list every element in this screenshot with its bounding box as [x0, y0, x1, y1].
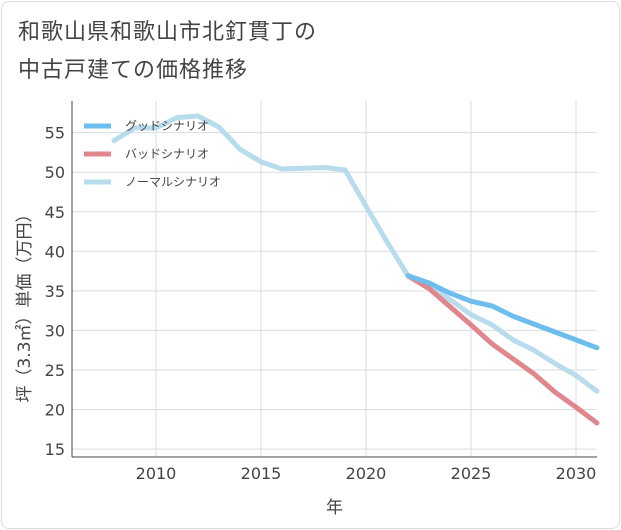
legend-label: ノーマルシナリオ — [125, 175, 221, 189]
chart-title: 和歌山県和歌山市北釘貫丁の 中古戸建ての価格推移 — [18, 14, 317, 90]
x-axis-label: 年 — [326, 498, 343, 518]
legend-label: グッドシナリオ — [125, 119, 209, 133]
series-line-1 — [405, 273, 600, 426]
y-axis-label: 坪（3.3㎡）単価（万円） — [15, 205, 35, 402]
chart-title-line-2: 中古戸建ての価格推移 — [18, 58, 249, 83]
chart-title-line-1: 和歌山県和歌山市北釘貫丁の — [18, 20, 318, 45]
legend-label: バッドシナリオ — [125, 147, 209, 161]
y-tick-label: 40 — [45, 242, 65, 261]
plot-area — [72, 101, 597, 457]
x-tick-label: 2030 — [556, 464, 597, 483]
grid-lines — [72, 101, 597, 457]
series-line-2 — [111, 113, 600, 394]
y-tick-label: 20 — [45, 401, 65, 420]
y-tick-label: 50 — [45, 163, 65, 182]
x-tick-label: 2020 — [346, 464, 387, 483]
series-lines — [111, 113, 600, 426]
y-tick-label: 45 — [45, 203, 65, 222]
x-tick-label: 2025 — [451, 464, 492, 483]
x-tick-label: 2010 — [136, 464, 177, 483]
plot-background — [72, 101, 597, 457]
y-tick-label: 15 — [45, 440, 65, 459]
axes — [71, 101, 597, 458]
y-tick-label: 55 — [45, 124, 65, 143]
y-tick-label: 25 — [45, 361, 65, 380]
y-tick-label: 30 — [45, 321, 65, 340]
y-tick-label: 35 — [45, 282, 65, 301]
x-tick-label: 2015 — [241, 464, 282, 483]
series-line-0 — [405, 273, 600, 351]
